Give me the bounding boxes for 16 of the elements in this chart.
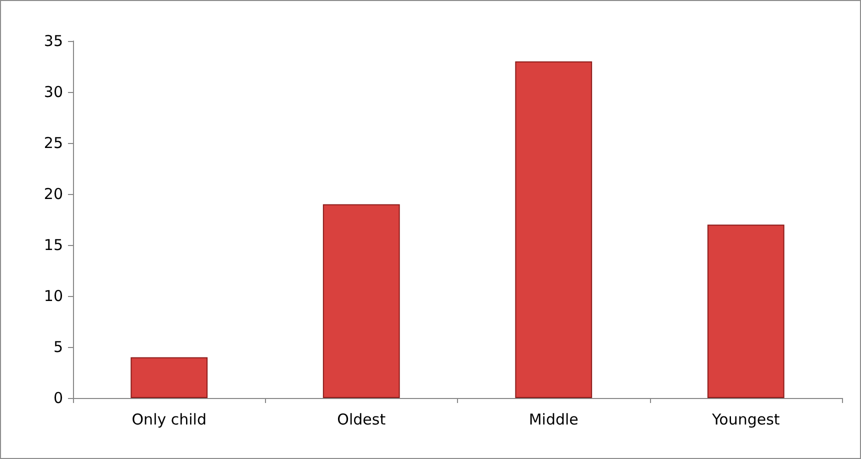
x-tick-label: Oldest <box>337 410 386 428</box>
x-tick-label: Only child <box>132 410 206 428</box>
bar <box>130 357 208 398</box>
x-tick-label: Middle <box>528 410 578 428</box>
y-tick-label: 25 <box>44 134 63 152</box>
bar <box>707 224 784 398</box>
y-tick-label: 0 <box>53 389 63 407</box>
y-tick-label: 35 <box>44 32 63 50</box>
y-tick-label: 20 <box>44 185 63 203</box>
y-tick-label: 15 <box>44 236 63 254</box>
bar <box>322 204 400 398</box>
bar <box>515 61 592 398</box>
y-tick-label: 30 <box>44 83 63 101</box>
y-tick-label: 5 <box>53 338 63 356</box>
y-tick-label: 10 <box>44 287 63 305</box>
x-tick-label: Youngest <box>710 410 780 428</box>
